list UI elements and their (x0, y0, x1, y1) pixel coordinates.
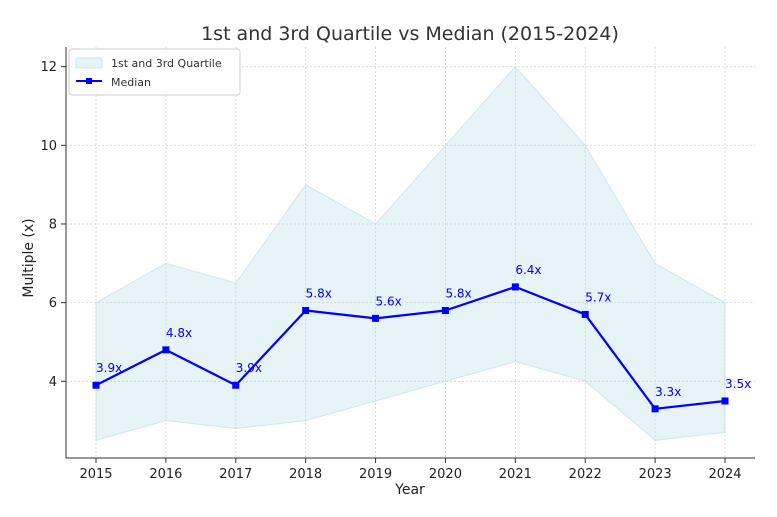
x-tick-label: 2017 (219, 467, 252, 482)
median-data-label: 5.6x (376, 294, 402, 308)
median-marker (92, 381, 100, 389)
median-marker (232, 381, 240, 389)
median-data-label: 5.7x (585, 290, 611, 304)
data-labels: 3.9x 4.8x 3.9x 5.8x 5.6x 5.8x 6.4x 5.7x 3.3x 3.5x (96, 263, 751, 399)
median-marker (302, 307, 310, 315)
legend: 1st and 3rd Quartile Median (68, 48, 241, 96)
y-tick-label: 12 (40, 60, 57, 75)
median-marker (581, 310, 589, 318)
quartile-band (95, 65, 726, 441)
x-tick-label: 2022 (569, 467, 602, 482)
x-tick-label: 2021 (499, 467, 532, 482)
legend-band-label: 1st and 3rd Quartile (111, 57, 222, 70)
median-data-label: 6.4x (515, 263, 541, 277)
x-tick-label: 2020 (429, 467, 462, 482)
ticks: 2015 2016 2017 2018 2019 2020 2021 2022 2023 2024… (40, 60, 741, 482)
legend-band-swatch (75, 57, 103, 69)
axes (65, 47, 755, 459)
x-tick-label: 2015 (79, 467, 112, 482)
legend-median-marker (86, 78, 92, 84)
median-marker (651, 405, 659, 413)
median-data-label: 5.8x (306, 287, 332, 301)
y-axis-label: Multiple (x) (21, 218, 37, 297)
legend-frame (68, 48, 241, 96)
x-tick-label: 2024 (708, 467, 741, 482)
x-tick-label: 2016 (149, 467, 182, 482)
median-data-label: 3.9x (96, 361, 122, 375)
median-line (95, 285, 726, 410)
x-tick-label: 2018 (289, 467, 322, 482)
median-marker (441, 307, 449, 315)
median-data-label: 5.8x (445, 287, 471, 301)
median-marker (511, 283, 519, 291)
grid-lines (66, 47, 755, 458)
y-tick-label: 6 (49, 296, 57, 311)
x-tick-label: 2019 (359, 467, 392, 482)
legend-median-label: Median (111, 76, 151, 89)
y-tick-label: 8 (49, 217, 57, 232)
median-data-label: 3.5x (725, 377, 751, 391)
median-data-label: 3.9x (236, 361, 262, 375)
x-axis-label: Year (394, 482, 425, 498)
chart-title: 1st and 3rd Quartile vs Median (2015-202… (201, 23, 619, 45)
median-marker (372, 314, 380, 322)
x-tick-label: 2023 (639, 467, 672, 482)
median-marker (162, 346, 170, 354)
y-tick-label: 4 (49, 375, 57, 390)
quartile-band-layer (95, 65, 726, 441)
y-tick-label: 10 (40, 139, 57, 154)
median-data-label: 3.3x (655, 385, 681, 399)
median-data-label: 4.8x (166, 326, 192, 340)
median-marker (721, 397, 729, 405)
series-layer (92, 283, 729, 413)
